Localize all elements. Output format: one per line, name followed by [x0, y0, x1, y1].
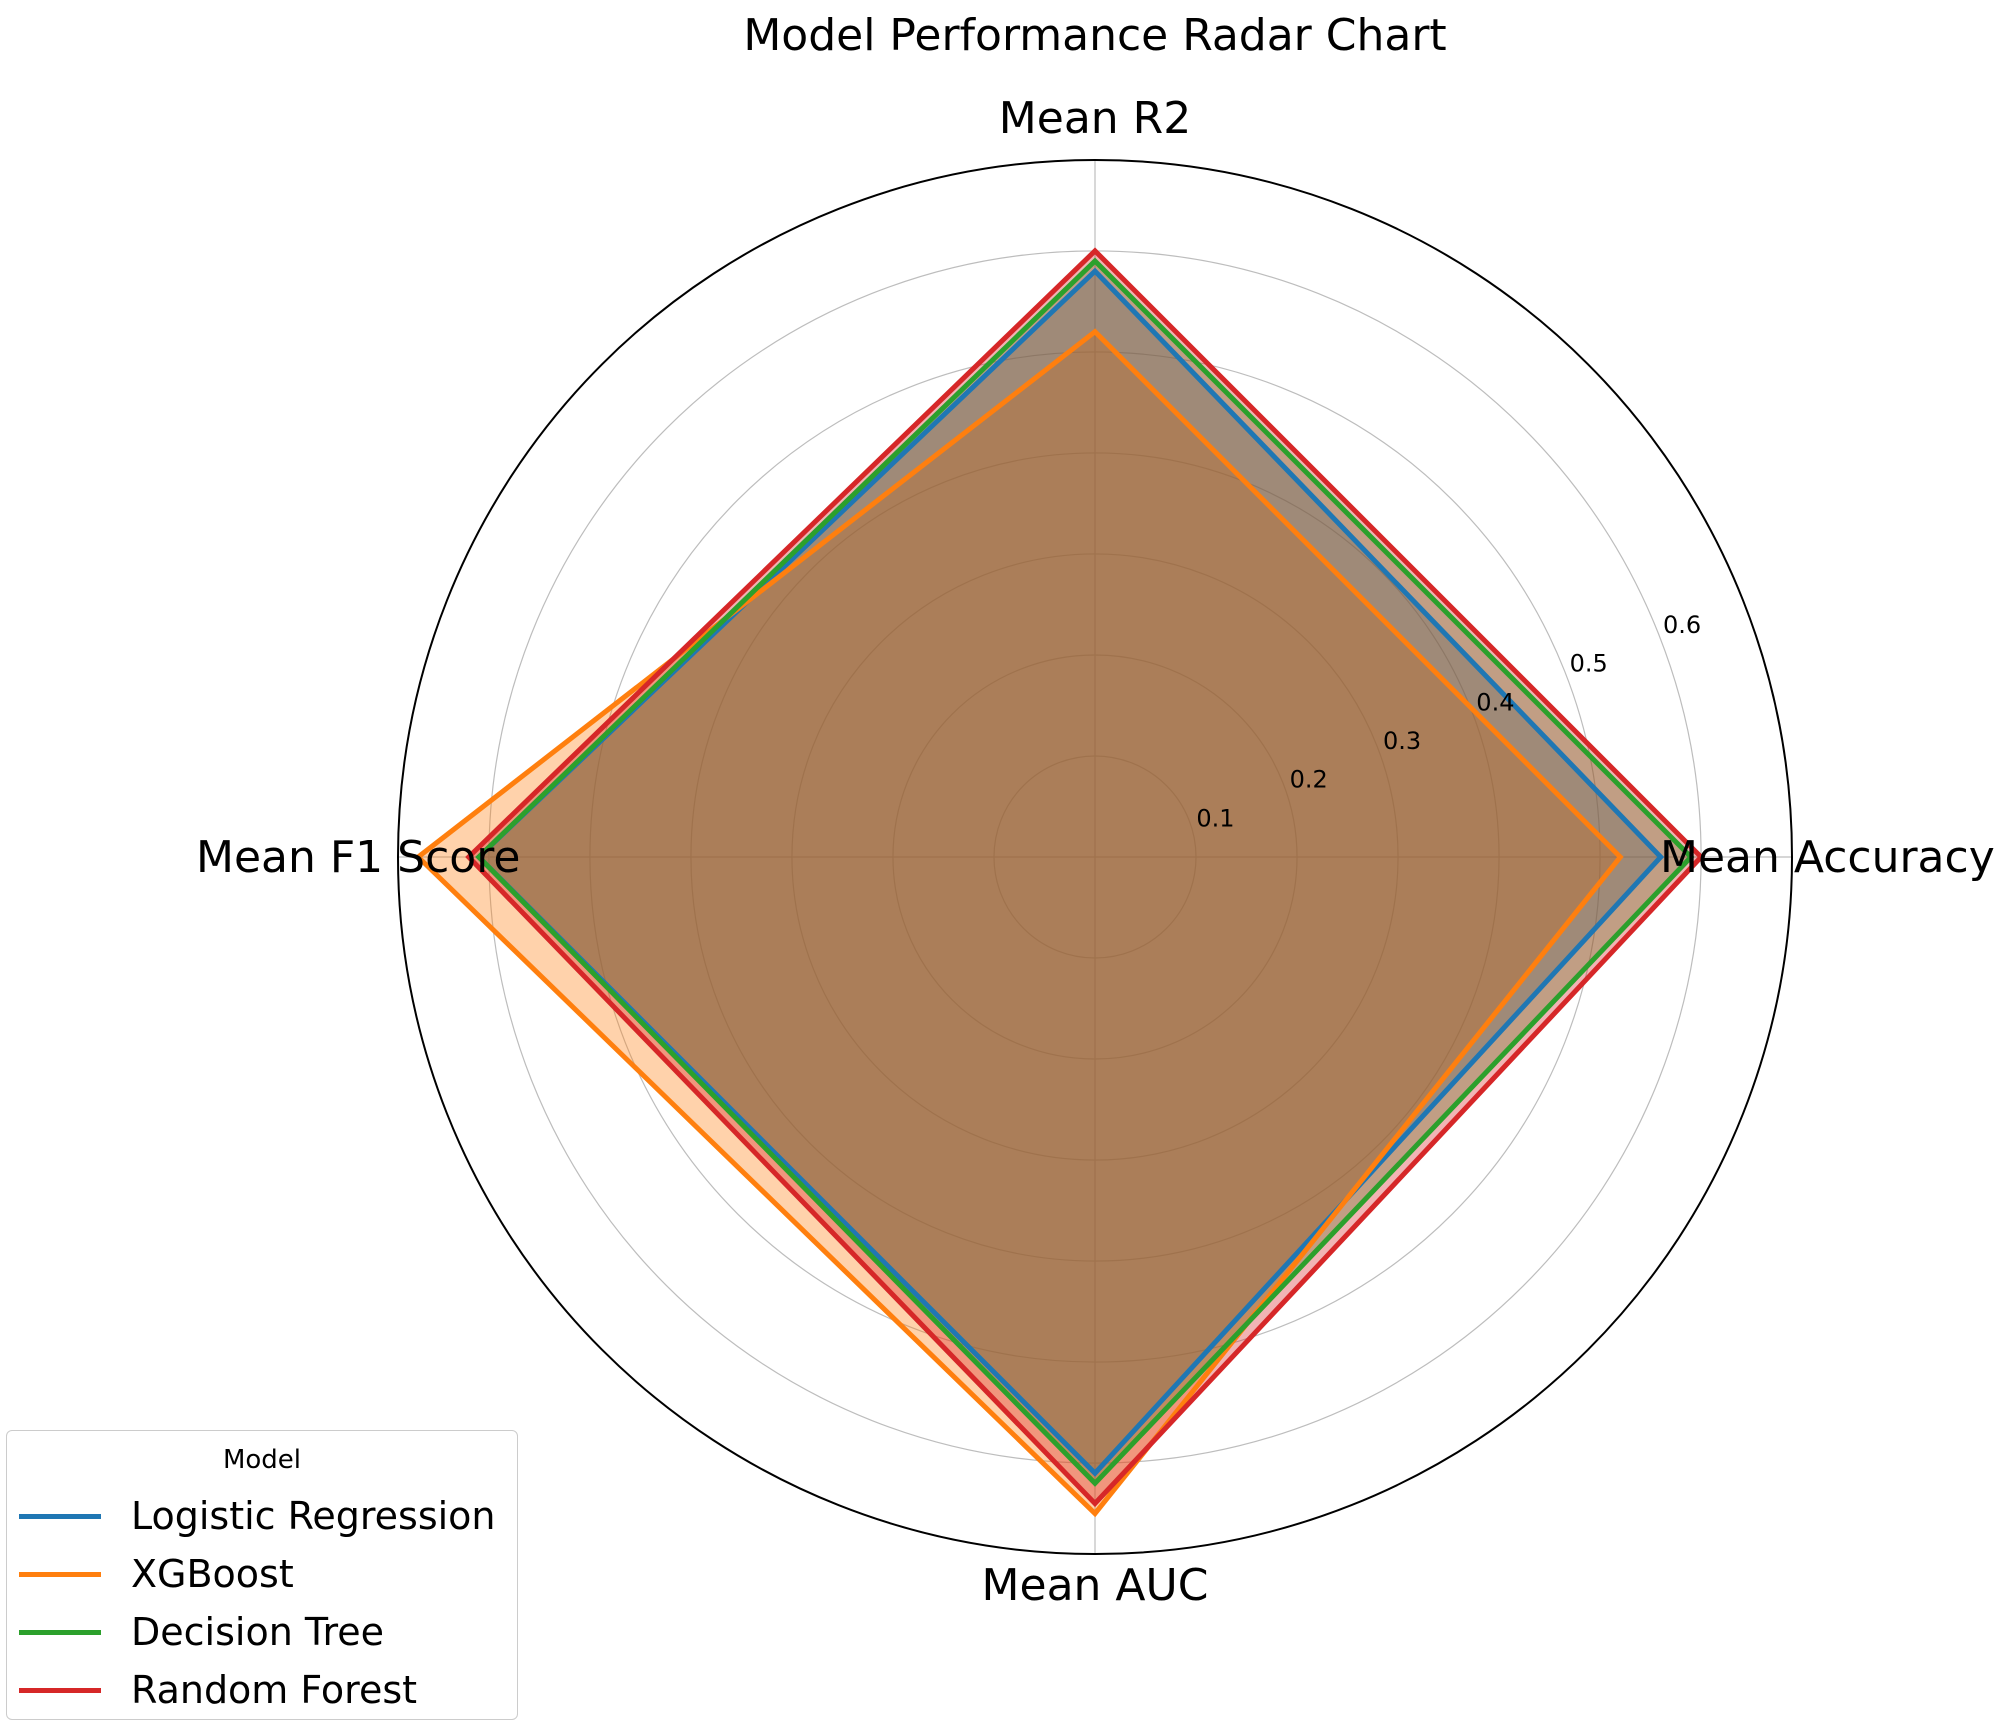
legend-item: Random Forest	[19, 1665, 417, 1715]
radial-tick-label: 0.6	[1663, 611, 1701, 639]
radar-series	[414, 247, 1705, 1518]
legend-swatch	[19, 1687, 101, 1693]
radial-tick-label: 0.4	[1476, 688, 1514, 716]
legend-item: XGBoost	[19, 1549, 294, 1599]
legend-title: Model	[222, 1445, 302, 1475]
legend-label: Decision Tree	[131, 1610, 385, 1654]
axis-label: Mean R2	[999, 93, 1191, 144]
legend-swatch	[19, 1629, 101, 1635]
axis-label: Mean Accuracy	[1660, 832, 1995, 883]
axis-label: Mean F1 Score	[196, 832, 520, 883]
radial-tick-label: 0.3	[1383, 727, 1421, 755]
legend: Model Logistic Regression XGBoost Decision…	[6, 1430, 518, 1720]
legend-swatch	[19, 1513, 101, 1519]
radar-labels: 0.1 0.2 0.3 0.4 0.5 0.6 Mean Accuracy Mean R2 Me…	[196, 93, 1995, 1611]
legend-item: Logistic Regression	[19, 1491, 496, 1541]
series-line-3	[465, 247, 1705, 1508]
legend-swatch	[19, 1571, 101, 1577]
outer-frame	[397, 159, 1793, 1555]
radial-tick-label: 0.2	[1290, 766, 1328, 794]
legend-item: Decision Tree	[19, 1607, 384, 1657]
chart-title: Model Performance Radar Chart	[743, 10, 1446, 61]
legend-label: Logistic Regression	[131, 1494, 496, 1538]
radial-tick-label: 0.5	[1570, 650, 1608, 678]
series-line-2	[475, 257, 1695, 1487]
legend-label: Random Forest	[131, 1668, 418, 1712]
legend-label: XGBoost	[131, 1552, 294, 1596]
radial-tick-label: 0.1	[1196, 804, 1234, 832]
axis-label: Mean AUC	[982, 1560, 1209, 1611]
series-fill-3	[468, 250, 1702, 1504]
series-line-1	[414, 328, 1624, 1518]
